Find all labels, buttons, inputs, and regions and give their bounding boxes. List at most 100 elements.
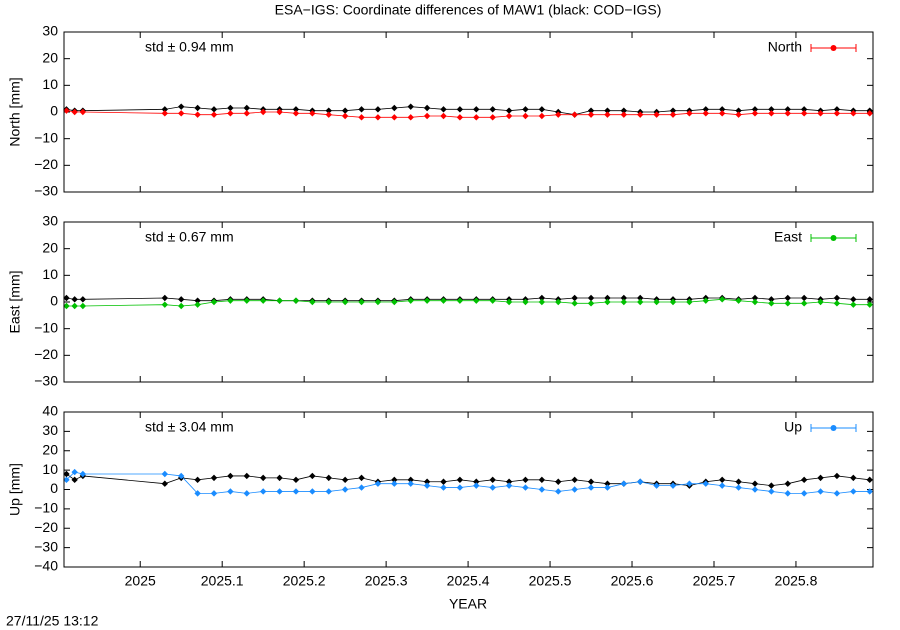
- y-axis-label: North [mm]: [7, 77, 23, 146]
- x-tick-label: 2025.8: [775, 573, 818, 589]
- data-point: [79, 108, 87, 116]
- data-point: [538, 476, 546, 484]
- x-tick-label: 2025.4: [447, 573, 490, 589]
- data-point: [768, 110, 775, 117]
- data-point: [194, 104, 201, 112]
- data-point: [620, 480, 628, 487]
- data-point: [473, 482, 480, 489]
- data-point: [850, 110, 857, 117]
- data-point: [768, 482, 775, 489]
- data-point: [555, 478, 562, 485]
- data-point: [259, 108, 267, 116]
- data-point: [850, 488, 857, 495]
- x-tick-label: 2025.1: [201, 573, 244, 589]
- data-point: [178, 302, 185, 310]
- legend-marker: [830, 425, 837, 431]
- data-point: [341, 107, 349, 114]
- y-tick-label: 30: [42, 213, 58, 229]
- data-point: [850, 474, 857, 482]
- data-point: [571, 111, 578, 118]
- data-point: [768, 106, 775, 113]
- data-point: [178, 103, 185, 110]
- data-point: [276, 108, 283, 116]
- data-point: [686, 480, 693, 487]
- data-point: [391, 480, 398, 487]
- plot-frame: [63, 221, 874, 383]
- data-point: [604, 111, 611, 118]
- data-point: [341, 112, 349, 120]
- data-point: [391, 104, 398, 112]
- data-point: [505, 298, 513, 306]
- data-point: [194, 490, 201, 497]
- data-point: [653, 482, 660, 489]
- y-tick-label: −30: [34, 373, 58, 389]
- data-point: [325, 474, 332, 482]
- data-point: [309, 488, 316, 495]
- data-point: [292, 476, 300, 484]
- data-point: [259, 474, 267, 482]
- data-point: [784, 294, 791, 302]
- data-point: [227, 104, 234, 112]
- legend-label: North: [768, 39, 802, 55]
- data-point: [702, 297, 709, 304]
- data-point: [276, 488, 283, 495]
- data-point: [292, 106, 300, 113]
- data-point: [669, 482, 677, 489]
- data-point: [817, 298, 824, 306]
- data-point: [259, 297, 267, 304]
- data-point: [309, 298, 316, 306]
- data-point: [505, 107, 513, 114]
- data-point: [63, 302, 70, 310]
- data-point: [768, 300, 775, 307]
- data-point: [800, 490, 808, 497]
- data-point: [800, 294, 808, 302]
- data-point: [735, 111, 742, 118]
- y-tick-label: −20: [34, 346, 58, 362]
- data-point: [259, 488, 267, 495]
- data-point: [423, 112, 431, 120]
- data-point: [489, 476, 496, 484]
- data-point: [71, 296, 78, 303]
- data-point: [800, 476, 808, 484]
- data-point: [243, 104, 250, 112]
- data-point: [817, 488, 824, 495]
- data-point: [751, 294, 759, 302]
- data-point: [751, 110, 759, 117]
- data-point: [571, 294, 578, 302]
- data-point: [800, 110, 808, 117]
- data-point: [866, 488, 873, 495]
- x-tick-label: 2025.2: [283, 573, 326, 589]
- data-point: [79, 296, 87, 303]
- data-point: [866, 296, 873, 303]
- data-point: [292, 297, 300, 304]
- data-point: [620, 111, 628, 118]
- data-point: [800, 106, 808, 113]
- data-point: [587, 111, 595, 118]
- data-point: [178, 110, 185, 117]
- data-point: [292, 488, 300, 495]
- data-point: [473, 297, 480, 304]
- x-tick-label: 2025.6: [611, 573, 654, 589]
- data-point: [71, 468, 78, 476]
- data-point: [555, 488, 562, 495]
- y-tick-label: −30: [34, 183, 58, 199]
- data-point: [538, 294, 546, 302]
- data-point: [407, 103, 414, 110]
- y-tick-label: 0: [50, 293, 58, 309]
- data-point: [571, 300, 578, 307]
- data-point: [473, 478, 480, 485]
- x-tick-label: 2025.5: [529, 573, 572, 589]
- data-point: [817, 474, 824, 482]
- data-point: [522, 106, 529, 113]
- data-point: [243, 110, 250, 117]
- data-point: [735, 107, 742, 114]
- data-point: [587, 484, 595, 491]
- data-point: [210, 474, 218, 482]
- x-axis-label: YEAR: [449, 596, 487, 612]
- y-tick-label: 10: [42, 266, 58, 282]
- data-point: [374, 480, 382, 487]
- legend-label: East: [774, 229, 802, 245]
- data-point: [456, 476, 464, 484]
- data-point: [768, 488, 775, 495]
- data-point: [178, 472, 185, 480]
